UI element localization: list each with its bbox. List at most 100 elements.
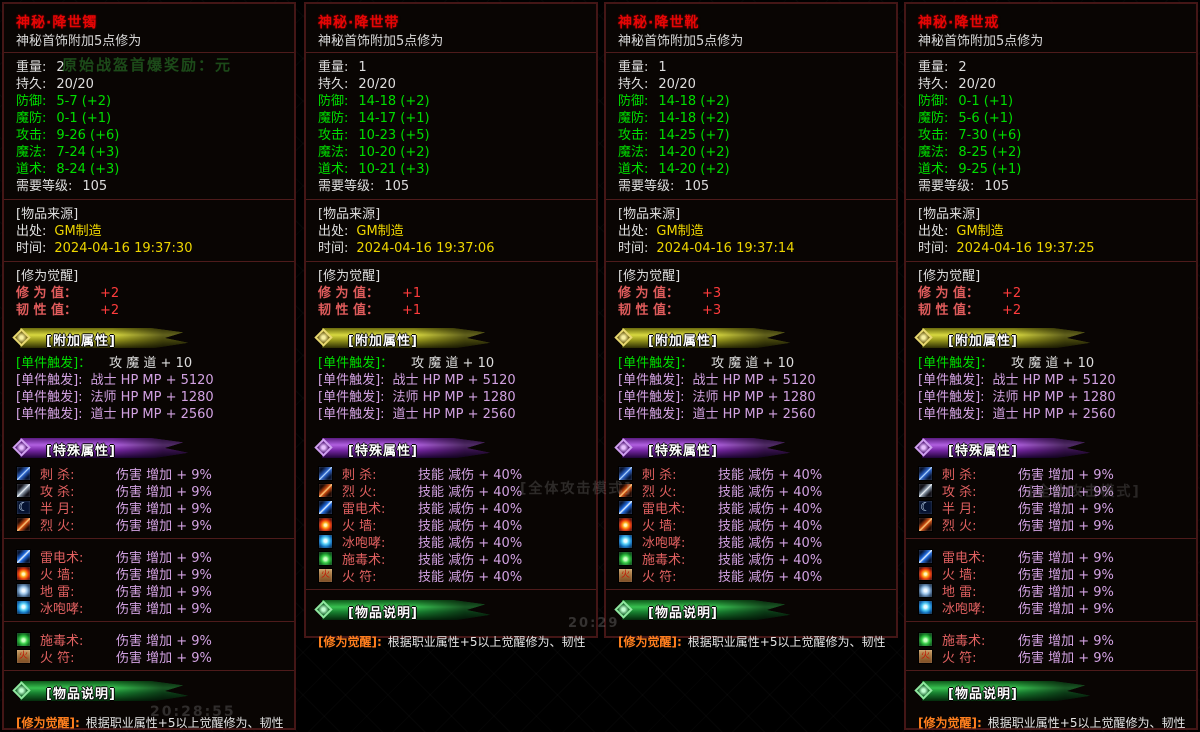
stat-value: 5-7 (+2) xyxy=(56,94,112,109)
special-banner-wrap: [特殊属性] xyxy=(614,437,888,459)
stat-value: 20/20 xyxy=(358,77,396,92)
trigger-value: 法师 HP MP + 1280 xyxy=(992,390,1116,405)
icestorm-skill-icon xyxy=(16,600,31,615)
skill-row: 烈 火: 技能 减伤 + 40% xyxy=(318,482,588,500)
skill-row: 火火 符: 技能 减伤 + 40% xyxy=(318,567,588,585)
trigger-row: [单件触发]： 攻 魔 道 + 10 xyxy=(16,355,286,372)
skill-effect: 技能 减伤 + 40% xyxy=(418,570,523,585)
skill-group: 刺 杀: 技能 减伤 + 40% 烈 火: 技能 减伤 + 40% 雷电术: 技能 减伤 … xyxy=(318,465,588,585)
skill-name: 火 墙: xyxy=(40,568,75,583)
awaken-description-row: [修为觉醒]: 根据职业属性+5以上觉醒修为、韧性 xyxy=(318,633,588,650)
xiuwei-label: 修 为 值： xyxy=(16,286,78,301)
skill-row: 冰咆哮: 伤害 增加 + 9% xyxy=(16,599,286,617)
firetalisman-skill-icon: 火 xyxy=(318,568,333,583)
skill-name: 火 墙: xyxy=(942,568,977,583)
skill-effect: 技能 减伤 + 40% xyxy=(418,502,523,517)
stat-row: 攻击: 9-26 (+6) xyxy=(16,127,286,144)
divider-line xyxy=(906,199,1196,200)
skill-row: 刺 杀: 技能 减伤 + 40% xyxy=(318,465,588,483)
skill-name: 施毒术: xyxy=(40,634,84,649)
mine-skill-icon xyxy=(918,583,933,598)
skill-name: 攻 杀: xyxy=(40,485,75,500)
source-label: 出处: xyxy=(918,224,949,239)
item-source-block: [物品来源] 出处: GM制造 时间: 2024-04-16 19:37:14 xyxy=(618,206,888,257)
skill-effect: 技能 减伤 + 40% xyxy=(418,519,523,534)
trigger-row: [单件触发]： 攻 魔 道 + 10 xyxy=(318,355,588,372)
divider-line xyxy=(906,670,1196,671)
awaken-description-text: 根据职业属性+5以上觉醒修为、韧性 xyxy=(987,716,1186,730)
trigger-row: [单件触发]: 法师 HP MP + 1280 xyxy=(318,389,588,406)
skill-effect: 伤害 增加 + 9% xyxy=(1018,585,1114,600)
trigger-value: 道士 HP MP + 2560 xyxy=(392,407,516,422)
skill-effect: 伤害 增加 + 9% xyxy=(1018,551,1114,566)
special-attributes-ribbon xyxy=(922,438,1090,458)
stat-value: 14-17 (+1) xyxy=(358,111,430,126)
trigger-row: [单件触发]: 战士 HP MP + 5120 xyxy=(16,372,286,389)
skill-effect: 伤害 增加 + 9% xyxy=(1018,502,1114,517)
stat-row: 持久: 20/20 xyxy=(318,76,588,93)
item-title: 神秘·降世靴 xyxy=(618,15,700,31)
skill-row: 刺 杀: 伤害 增加 + 9% xyxy=(16,465,286,483)
source-label: 出处: xyxy=(318,224,349,239)
skill-row: 攻 杀: 伤害 增加 + 9% xyxy=(918,482,1188,500)
divider-line xyxy=(4,538,294,539)
trigger-block: [单件触发]：攻 魔 道 + 10 [单件触发]: 战士 HP MP + 5120[… xyxy=(318,355,588,423)
item-tooltip-panel: 神秘·降世镯 神秘首饰附加5点修为 重量: 2 持久: 20/20 防御: 5-7 (+2) 魔… xyxy=(2,2,296,730)
trigger-value: 攻 魔 道 + 10 xyxy=(411,356,495,371)
stat-label: 防御: xyxy=(918,94,949,109)
skill-name: 地 雷: xyxy=(40,585,75,600)
xiuwei-value: +2 xyxy=(100,286,120,301)
stat-value: 0-1 (+1) xyxy=(958,94,1014,109)
trigger-value: 法师 HP MP + 1280 xyxy=(90,390,214,405)
trigger-label: [单件触发]: xyxy=(918,390,985,405)
skill-name: 雷电术: xyxy=(642,502,686,517)
skill-effect: 伤害 增加 + 9% xyxy=(1018,602,1114,617)
skill-effect: 伤害 增加 + 9% xyxy=(1018,568,1114,583)
skill-row: 雷电术: 技能 减伤 + 40% xyxy=(618,499,888,517)
xiuwei-label: 修 为 值： xyxy=(618,286,680,301)
stat-value: 2 xyxy=(56,60,65,75)
stat-value: 105 xyxy=(82,179,108,194)
trigger-label: [单件触发]： xyxy=(918,356,994,371)
stat-row: 需要等级: 105 xyxy=(918,178,1188,195)
time-value: 2024-04-16 19:37:14 xyxy=(656,241,795,256)
stat-label: 道术: xyxy=(16,162,47,177)
special-attributes-banner-label: [特殊属性] xyxy=(648,444,718,459)
stat-row: 攻击: 7-30 (+6) xyxy=(918,127,1188,144)
item-title: 神秘·降世带 xyxy=(318,15,400,31)
time-value: 2024-04-16 19:37:30 xyxy=(54,241,193,256)
trigger-label: [单件触发]: xyxy=(318,407,385,422)
skill-effect: 技能 减伤 + 40% xyxy=(718,468,823,483)
source-row: 出处: GM制造 xyxy=(318,223,588,240)
divider-line xyxy=(4,261,294,262)
stat-row: 重量: 1 xyxy=(618,59,888,76)
firetalisman-skill-icon: 火 xyxy=(918,649,933,664)
skill-name: 火 符: xyxy=(942,651,977,666)
trigger-value: 战士 HP MP + 5120 xyxy=(90,373,214,388)
skill-group: 刺 杀: 技能 减伤 + 40% 烈 火: 技能 减伤 + 40% 雷电术: 技能 减伤 … xyxy=(618,465,888,585)
skill-effect: 伤害 增加 + 9% xyxy=(116,568,212,583)
xiuwei-value: +3 xyxy=(702,286,722,301)
trigger-label: [单件触发]: xyxy=(618,390,685,405)
awaken-description-text: 根据职业属性+5以上觉醒修为、韧性 xyxy=(85,716,284,730)
source-value: GM制造 xyxy=(356,224,404,239)
mine-skill-icon xyxy=(16,583,31,598)
firewall-skill-icon xyxy=(618,517,633,532)
skill-effect: 伤害 增加 + 9% xyxy=(116,602,212,617)
stat-label: 需要等级: xyxy=(918,179,975,194)
awaken-description-row: [修为觉醒]: 根据职业属性+5以上觉醒修为、韧性 xyxy=(618,633,888,650)
addon-attributes-ribbon xyxy=(20,328,188,348)
stat-row: 魔法: 10-20 (+2) xyxy=(318,144,588,161)
trigger-row: [单件触发]: 战士 HP MP + 5120 xyxy=(918,372,1188,389)
item-description-banner: [物品说明] xyxy=(314,599,588,621)
stat-value: 1 xyxy=(658,60,667,75)
firesword-skill-icon xyxy=(918,517,933,532)
divider-line xyxy=(306,199,596,200)
trigger-label: [单件触发]： xyxy=(318,356,394,371)
stat-value: 14-18 (+2) xyxy=(358,94,430,109)
item-description-ribbon xyxy=(20,681,188,701)
firetalisman-skill-icon: 火 xyxy=(618,568,633,583)
halfmoon-skill-icon: ☾ xyxy=(918,500,933,515)
divider-line xyxy=(606,261,896,262)
skill-row: 火 墙: 技能 减伤 + 40% xyxy=(618,516,888,534)
